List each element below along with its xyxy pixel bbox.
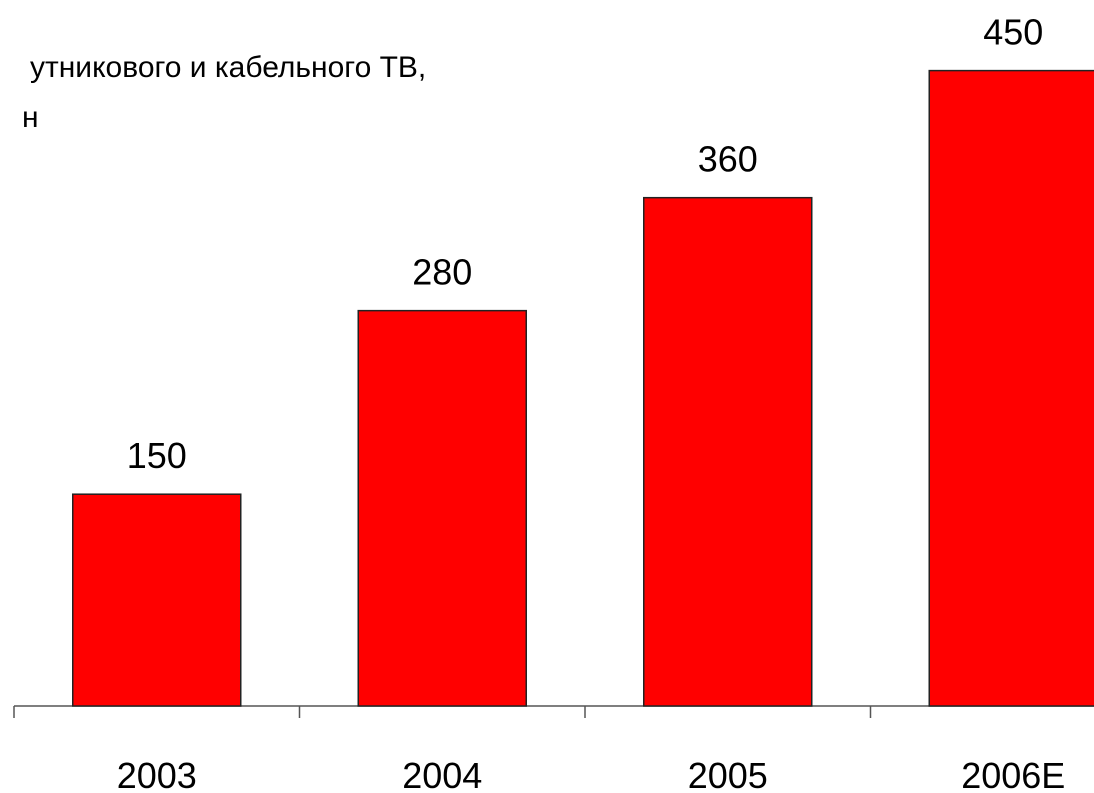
x-tick-label: 2004	[402, 755, 482, 793]
x-tick-label: 2006E	[961, 755, 1065, 793]
data-label: 450	[983, 12, 1043, 53]
x-tick-label: 2003	[117, 755, 197, 793]
chart-title: н	[22, 101, 39, 134]
bar	[643, 196, 813, 707]
data-label: 280	[412, 252, 472, 293]
bar	[357, 309, 527, 707]
data-label: 360	[698, 139, 758, 180]
bar	[928, 69, 1094, 707]
x-tick-label: 2005	[688, 755, 768, 793]
data-label: 150	[127, 435, 187, 476]
bar	[72, 493, 242, 707]
chart-title: утникового и кабельного ТВ,	[30, 51, 426, 84]
